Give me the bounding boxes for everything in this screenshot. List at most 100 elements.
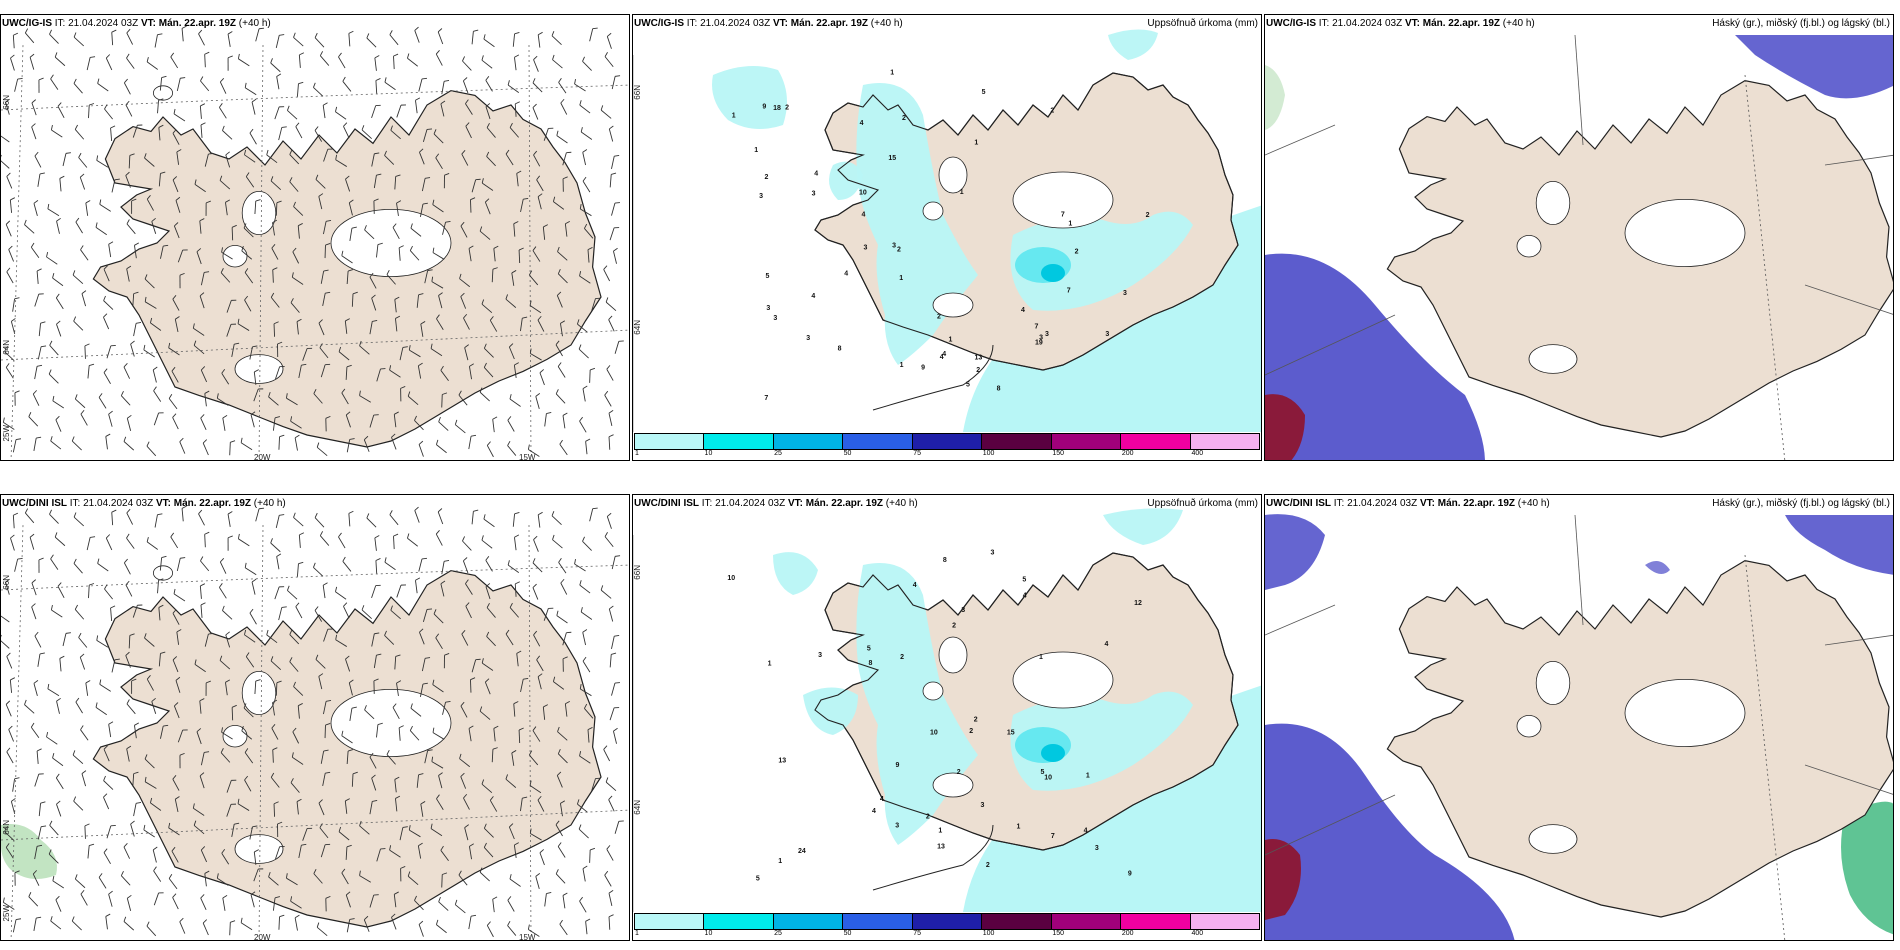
colorbar-tick: 200 xyxy=(1121,450,1134,457)
precip-value: 2 xyxy=(900,654,904,661)
precip-value: 24 xyxy=(798,848,806,855)
precip-value: 2 xyxy=(1050,108,1054,115)
cloud-map xyxy=(1265,514,1893,940)
colorbar-tick: 50 xyxy=(843,450,852,457)
colorbar-swatch xyxy=(912,434,983,449)
precip-value: 3 xyxy=(990,550,994,557)
cloud-map xyxy=(1265,34,1893,460)
colorbar-swatch xyxy=(1190,914,1259,929)
precip-value: 1 xyxy=(900,362,904,369)
panel-right-title: Háský (gr.), miðský (fj.bl.) og lágský (… xyxy=(1712,18,1890,29)
colorbar-tick: 10 xyxy=(704,930,713,937)
colorbar-tick: 75 xyxy=(913,450,922,457)
precip-value: 3 xyxy=(961,607,965,614)
colorbar-swatch xyxy=(1121,914,1191,929)
precip-value: 4 xyxy=(940,354,944,361)
precip-value: 2 xyxy=(974,716,978,723)
precip-colorbar xyxy=(634,433,1260,450)
precip-value: 3 xyxy=(1105,331,1109,338)
precip-value: 5 xyxy=(1040,769,1044,776)
precip-value: 13 xyxy=(778,758,786,765)
precip-value: 2 xyxy=(926,814,930,821)
wind-panel-top: UWC/IG-IS IT: 21.04.2024 03Z VT: Mán. 22… xyxy=(0,14,630,461)
precip-value: 1 xyxy=(768,660,772,667)
precip-value: 1 xyxy=(1068,221,1072,228)
precip-value: 2 xyxy=(765,174,769,181)
wind-panel-bottom: UWC/DINI ISL IT: 21.04.2024 03Z VT: Mán.… xyxy=(0,494,630,941)
precip-value: 9 xyxy=(896,762,900,769)
precip-value: 2 xyxy=(785,105,789,112)
precip-panel-top: UWC/IG-IS IT: 21.04.2024 03Z VT: Mán. 22… xyxy=(632,14,1262,461)
colorbar-tick: 10 xyxy=(704,450,713,457)
precip-value: 4 xyxy=(860,120,864,127)
precip-value: 4 xyxy=(942,351,946,358)
precip-value: 5 xyxy=(1022,577,1026,584)
precip-value: 7 xyxy=(1051,833,1055,840)
precip-value: 15 xyxy=(888,155,896,162)
lat-label-64n: 64N xyxy=(633,800,642,815)
precip-value: 2 xyxy=(976,367,980,374)
precip-value: 10 xyxy=(930,729,938,736)
precip-value: 8 xyxy=(943,557,947,564)
colorbar-swatch xyxy=(1051,914,1122,929)
precip-value: 8 xyxy=(838,346,842,353)
precip-value: 7 xyxy=(764,395,768,402)
precip-colorbar xyxy=(634,913,1260,930)
wind-map xyxy=(1,25,629,460)
lat-label-66n: 66N xyxy=(633,565,642,580)
precip-value: 4 xyxy=(1105,641,1109,648)
cloud-panel-top: UWC/IG-IS IT: 21.04.2024 03Z VT: Mán. 22… xyxy=(1264,14,1894,461)
precip-value: 4 xyxy=(814,170,818,177)
precip-value: 8 xyxy=(997,385,1001,392)
colorbar-tick: 150 xyxy=(1052,450,1065,457)
lon-label-15w: 15W xyxy=(519,933,536,941)
precip-value: 7 xyxy=(1061,211,1065,218)
lat-label-66n: 66N xyxy=(633,85,642,100)
precip-value: 3 xyxy=(1123,290,1127,297)
precip-value: 2 xyxy=(986,862,990,869)
precip-value: 3 xyxy=(864,245,868,252)
precip-value: 2 xyxy=(902,115,906,122)
precip-value: 10 xyxy=(1044,775,1052,782)
panel-title: UWC/DINI ISL IT: 21.04.2024 03Z VT: Mán.… xyxy=(2,498,286,509)
panel-title: UWC/IG-IS IT: 21.04.2024 03Z VT: Mán. 22… xyxy=(1266,18,1535,29)
lat-label-66n: 66N xyxy=(2,575,11,590)
colorbar-tick: 100 xyxy=(982,930,995,937)
precip-value: 9 xyxy=(921,365,925,372)
precip-value: 3 xyxy=(818,652,822,659)
precip-value: 9 xyxy=(762,104,766,111)
lat-label-66n: 66N xyxy=(2,95,11,110)
wind-map xyxy=(1,505,629,940)
precip-value: 2 xyxy=(952,622,956,629)
precip-value: 3 xyxy=(980,802,984,809)
precip-value: 3 xyxy=(1095,845,1099,852)
lat-label-64n: 64N xyxy=(633,320,642,335)
precip-value: 4 xyxy=(844,271,848,278)
precip-value: 12 xyxy=(1134,600,1142,607)
precip-value: 1 xyxy=(960,189,964,196)
precip-map: 1122434574983815513101210241315104224339… xyxy=(633,508,1261,912)
precip-value: 1 xyxy=(732,113,736,120)
precip-value: 4 xyxy=(811,293,815,300)
precip-value: 1 xyxy=(1086,773,1090,780)
precip-value: 4 xyxy=(880,796,884,803)
precip-value: 4 xyxy=(1023,593,1027,600)
precip-value: 4 xyxy=(861,212,865,219)
precip-value: 18 xyxy=(773,105,781,112)
lon-label-20w: 20W xyxy=(254,933,271,941)
colorbar-tick: 200 xyxy=(1121,930,1134,937)
precip-value: 3 xyxy=(892,242,896,249)
precip-value: 3 xyxy=(806,335,810,342)
precip-value: 3 xyxy=(812,190,816,197)
precip-value: 1 xyxy=(1039,654,1043,661)
precip-value: 2 xyxy=(969,728,973,735)
precip-value: 4 xyxy=(1021,307,1025,314)
precip-value: 5 xyxy=(867,645,871,652)
lon-label-25w: 25W xyxy=(2,425,11,442)
precip-value: 1 xyxy=(1017,824,1021,831)
colorbar-tick: 25 xyxy=(774,450,782,457)
colorbar-swatch xyxy=(1051,434,1122,449)
precip-value: 1 xyxy=(754,147,758,154)
precip-value: 2 xyxy=(1146,212,1150,219)
panel-right-title: Háský (gr.), miðský (fj.bl.) og lágský (… xyxy=(1712,498,1890,509)
